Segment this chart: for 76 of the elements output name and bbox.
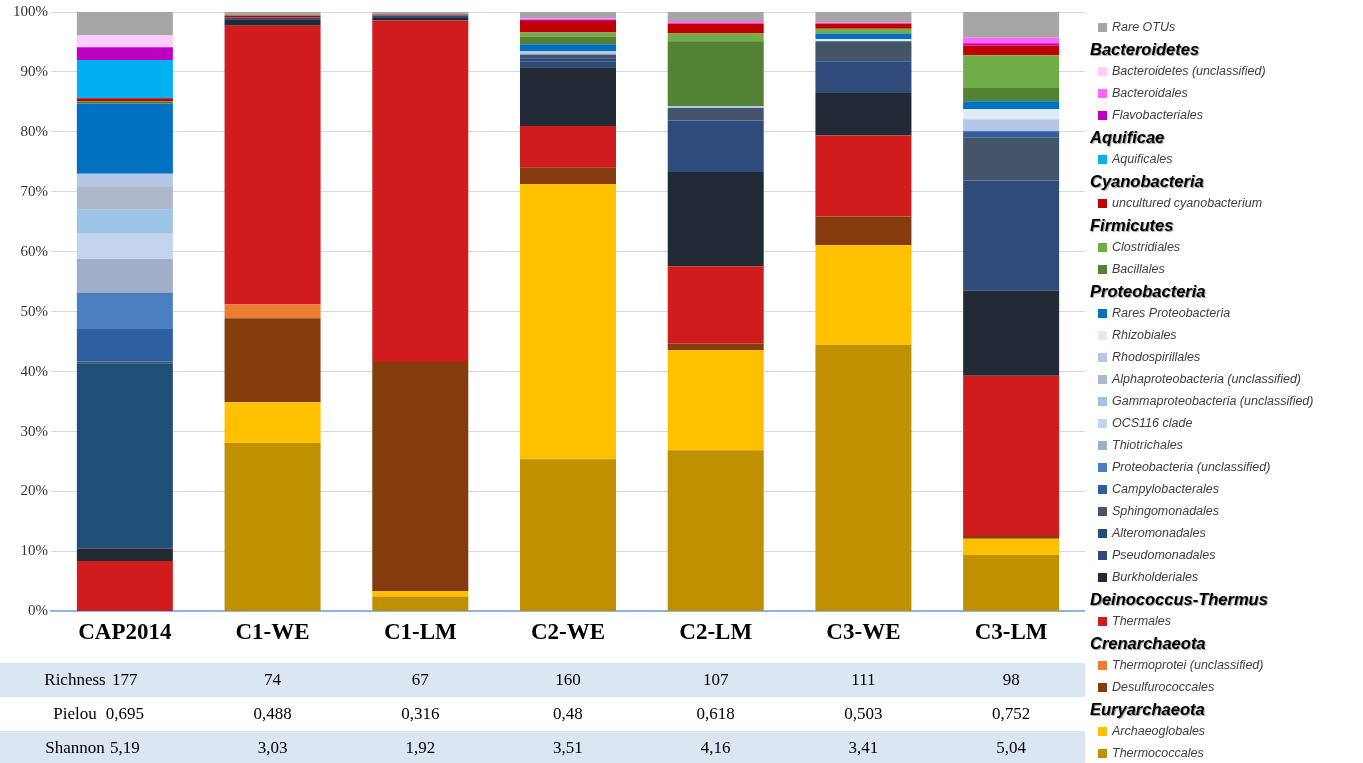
y-tick-label: 0% <box>28 602 48 619</box>
x-tick-label: CAP2014 <box>78 619 172 645</box>
legend-label: Flavobacteriales <box>1111 107 1204 124</box>
legend-label: Rare OTUs <box>1111 19 1177 36</box>
y-tick-label: 60% <box>20 242 48 259</box>
y-tick-label: 40% <box>20 362 48 379</box>
text: 1,92 <box>404 737 437 759</box>
legend-label: Sphingomonadales <box>1111 503 1221 520</box>
text: 0,695 <box>105 704 144 723</box>
legend-label: Thermoprotei (unclassified) <box>1111 657 1265 674</box>
legend-label: OCS116 clade <box>1111 415 1194 432</box>
text: 98 <box>1001 669 1021 691</box>
y-tick-label: 90% <box>20 62 48 79</box>
text: 74 <box>263 669 283 691</box>
text: Bacteroidetes <box>1090 39 1201 60</box>
text: 0,503 <box>843 703 884 725</box>
legend-label: Thermales <box>1111 613 1173 630</box>
text: Euryarchaeota <box>1090 699 1206 720</box>
legend-label: Gammaproteobacteria (unclassified) <box>1111 393 1314 410</box>
legend-label: uncultured cyanobacterium <box>1111 195 1264 212</box>
legend-label: Rhodospirillales <box>1111 349 1202 366</box>
text: Firmicutes <box>1090 215 1175 236</box>
legend-label: Bacillales <box>1111 261 1166 278</box>
text: 111 <box>850 669 877 691</box>
x-tick-label: C2-WE <box>530 619 606 645</box>
x-tick-label: C3-LM <box>974 619 1048 645</box>
x-tick-label: C1-WE <box>235 619 310 645</box>
text: 5,19 <box>109 738 140 757</box>
legend-label: Campylobacterales <box>1111 481 1220 498</box>
legend-label: Clostridiales <box>1111 239 1182 256</box>
y-tick-label: 10% <box>20 542 48 559</box>
y-tick-label: 100% <box>13 2 48 19</box>
text: 3,51 <box>552 737 584 759</box>
y-tick-label: 80% <box>20 122 48 139</box>
text: Crenarchaeota <box>1090 633 1207 654</box>
legend-label: Aquificales <box>1110 151 1174 168</box>
text: Richness <box>44 670 106 689</box>
text: 4,16 <box>699 737 732 759</box>
text: 3,41 <box>847 737 880 759</box>
x-tick-label: C2-LM <box>679 619 753 645</box>
y-tick-label: 70% <box>20 182 48 199</box>
legend-label: Bacteroidales <box>1111 85 1189 102</box>
text: 107 <box>701 669 730 691</box>
x-tick-label: C1-LM <box>383 619 457 645</box>
y-tick-label: 20% <box>20 482 48 499</box>
legend-label: Archaeoglobales <box>1110 723 1207 740</box>
x-tick-label: C3-WE <box>826 619 901 645</box>
text: 0,488 <box>252 703 293 725</box>
y-tick-label: 30% <box>20 422 48 439</box>
text: 0,752 <box>991 703 1032 725</box>
text: 0,316 <box>400 703 441 725</box>
text: 3,03 <box>256 737 289 759</box>
text: Pielou <box>53 704 97 723</box>
legend-label: Bacteroidetes (unclassified) <box>1111 63 1267 80</box>
legend-label: Thiotrichales <box>1111 437 1184 454</box>
text: 0,48 <box>552 703 584 725</box>
legend-label: Alteromonadales <box>1110 525 1207 542</box>
legend-label: Rares Proteobacteria <box>1111 305 1232 322</box>
legend-label: Burkholderiales <box>1111 569 1200 586</box>
text: 177 <box>112 670 138 689</box>
text: Shannon <box>45 738 105 757</box>
text: Deinococcus-Thermus <box>1090 589 1269 610</box>
legend-label: Thermococcales <box>1111 745 1205 762</box>
text: 0,618 <box>695 703 736 725</box>
legend-label: Proteobacteria (unclassified) <box>1111 459 1272 476</box>
legend-label: Desulfurococcales <box>1111 679 1216 696</box>
legend-label: Rhizobiales <box>1111 327 1178 344</box>
text: 67 <box>410 669 430 691</box>
text: 160 <box>554 669 582 691</box>
text: Proteobacteria <box>1090 281 1207 302</box>
text: Cyanobacteria <box>1090 171 1205 192</box>
y-tick-label: 50% <box>20 302 48 319</box>
text: Aquificae <box>1090 127 1166 148</box>
text: 5,04 <box>995 737 1027 759</box>
legend-label: Alphaproteobacteria (unclassified) <box>1110 371 1302 388</box>
legend-label: Pseudomonadales <box>1111 547 1217 564</box>
